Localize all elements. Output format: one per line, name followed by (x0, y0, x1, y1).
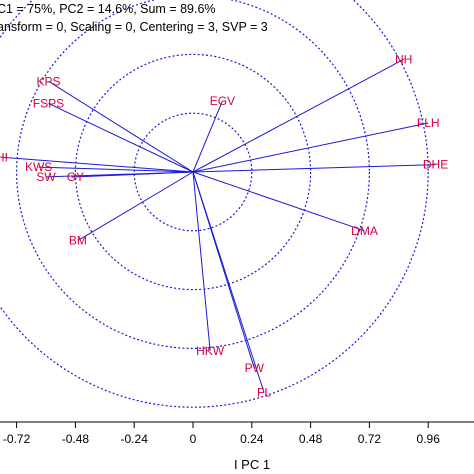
vector-kws (38, 166, 194, 173)
vector-kps (48, 80, 194, 173)
x-tick-label: -0.48 (62, 432, 90, 446)
vector-dhe (192, 164, 436, 173)
vector-label-bm: BM (69, 234, 87, 248)
circle-2 (74, 53, 312, 291)
x-tick-label: 0.72 (358, 432, 382, 446)
x-tick-label: -0.72 (3, 432, 31, 446)
x-tick-label: 0.96 (417, 432, 441, 446)
vector-label-egv: EGV (210, 94, 235, 108)
x-axis-label: I PC 1 (234, 457, 270, 472)
vector-label-flh: FLH (417, 116, 440, 130)
vector-label-nh: NH (395, 52, 412, 66)
vector-hi (1, 156, 194, 173)
vector-label-pw: PW (245, 361, 265, 375)
vector-label-kps: KPS (36, 74, 60, 88)
vector-label-fsps: FSPS (33, 96, 64, 110)
vector-label-kws: KWS (25, 160, 52, 174)
vector-label-sw: SW (36, 170, 56, 184)
x-tick-label: -0.24 (121, 432, 149, 446)
vector-flh (192, 122, 429, 173)
x-tick-label: 0 (190, 432, 197, 446)
vector-label-dma: DMA (351, 224, 378, 238)
circle-4 (0, 0, 429, 408)
x-tick-label: 0.24 (240, 432, 264, 446)
vector-label-hi: HI (0, 150, 8, 164)
circle-1 (133, 112, 253, 232)
vector-egv (192, 100, 223, 173)
vector-bm (77, 171, 194, 242)
header-line-1: C1 = 75%, PC2 = 14.6%, Sum = 89.6% (0, 2, 216, 16)
x-tick-label: 0.48 (299, 432, 323, 446)
vector-label-hkw: HKW (196, 344, 225, 358)
circle-3 (16, 0, 370, 349)
vector-nh (192, 58, 404, 173)
vector-hkw (192, 171, 211, 351)
x-axis-ticks: -0.72 -0.48 -0.24 0 0.24 0.48 0.72 0.96 (3, 422, 440, 446)
concentric-circles (0, 0, 429, 408)
vector-label-dhe: DHE (423, 158, 448, 172)
vector-dma (192, 171, 365, 232)
vector-fl (192, 171, 265, 393)
vector-gy (75, 171, 194, 178)
vector-label-gy: GY (67, 170, 84, 184)
vector-fsps (48, 102, 194, 173)
header-line-2: ansform = 0, Scaling = 0, Centering = 3,… (0, 20, 268, 34)
vector-lines (1, 58, 436, 393)
vector-label-fl: FL (257, 386, 271, 400)
